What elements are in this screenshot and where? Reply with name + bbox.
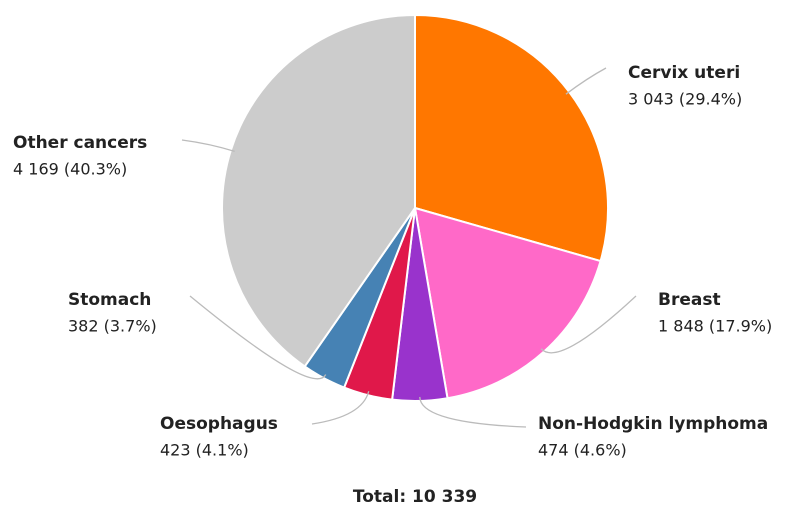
slice-value-label: 1 848 (17.9%) <box>658 317 772 336</box>
slice-value-label: 423 (4.1%) <box>160 441 249 460</box>
slice-name: Other cancers <box>13 133 147 153</box>
slice-name: Oesophagus <box>160 414 278 434</box>
slice-name: Cervix uteri <box>628 63 740 83</box>
leader-line <box>311 391 370 425</box>
leader-line <box>540 295 637 354</box>
slice-value-label: 4 169 (40.3%) <box>13 160 127 179</box>
slice-name: Breast <box>658 290 721 310</box>
leader-line <box>189 295 327 380</box>
slice-name: Stomach <box>68 290 151 310</box>
slice-name: Non-Hodgkin lymphoma <box>538 414 768 434</box>
leader-line <box>181 139 235 153</box>
slice-value-label: 3 043 (29.4%) <box>628 90 742 109</box>
total-label: Total: 10 339 <box>353 487 477 507</box>
leader-line <box>565 67 607 95</box>
slice-value-label: 474 (4.6%) <box>538 441 627 460</box>
slice-value-label: 382 (3.7%) <box>68 317 157 336</box>
leader-line <box>419 396 527 428</box>
